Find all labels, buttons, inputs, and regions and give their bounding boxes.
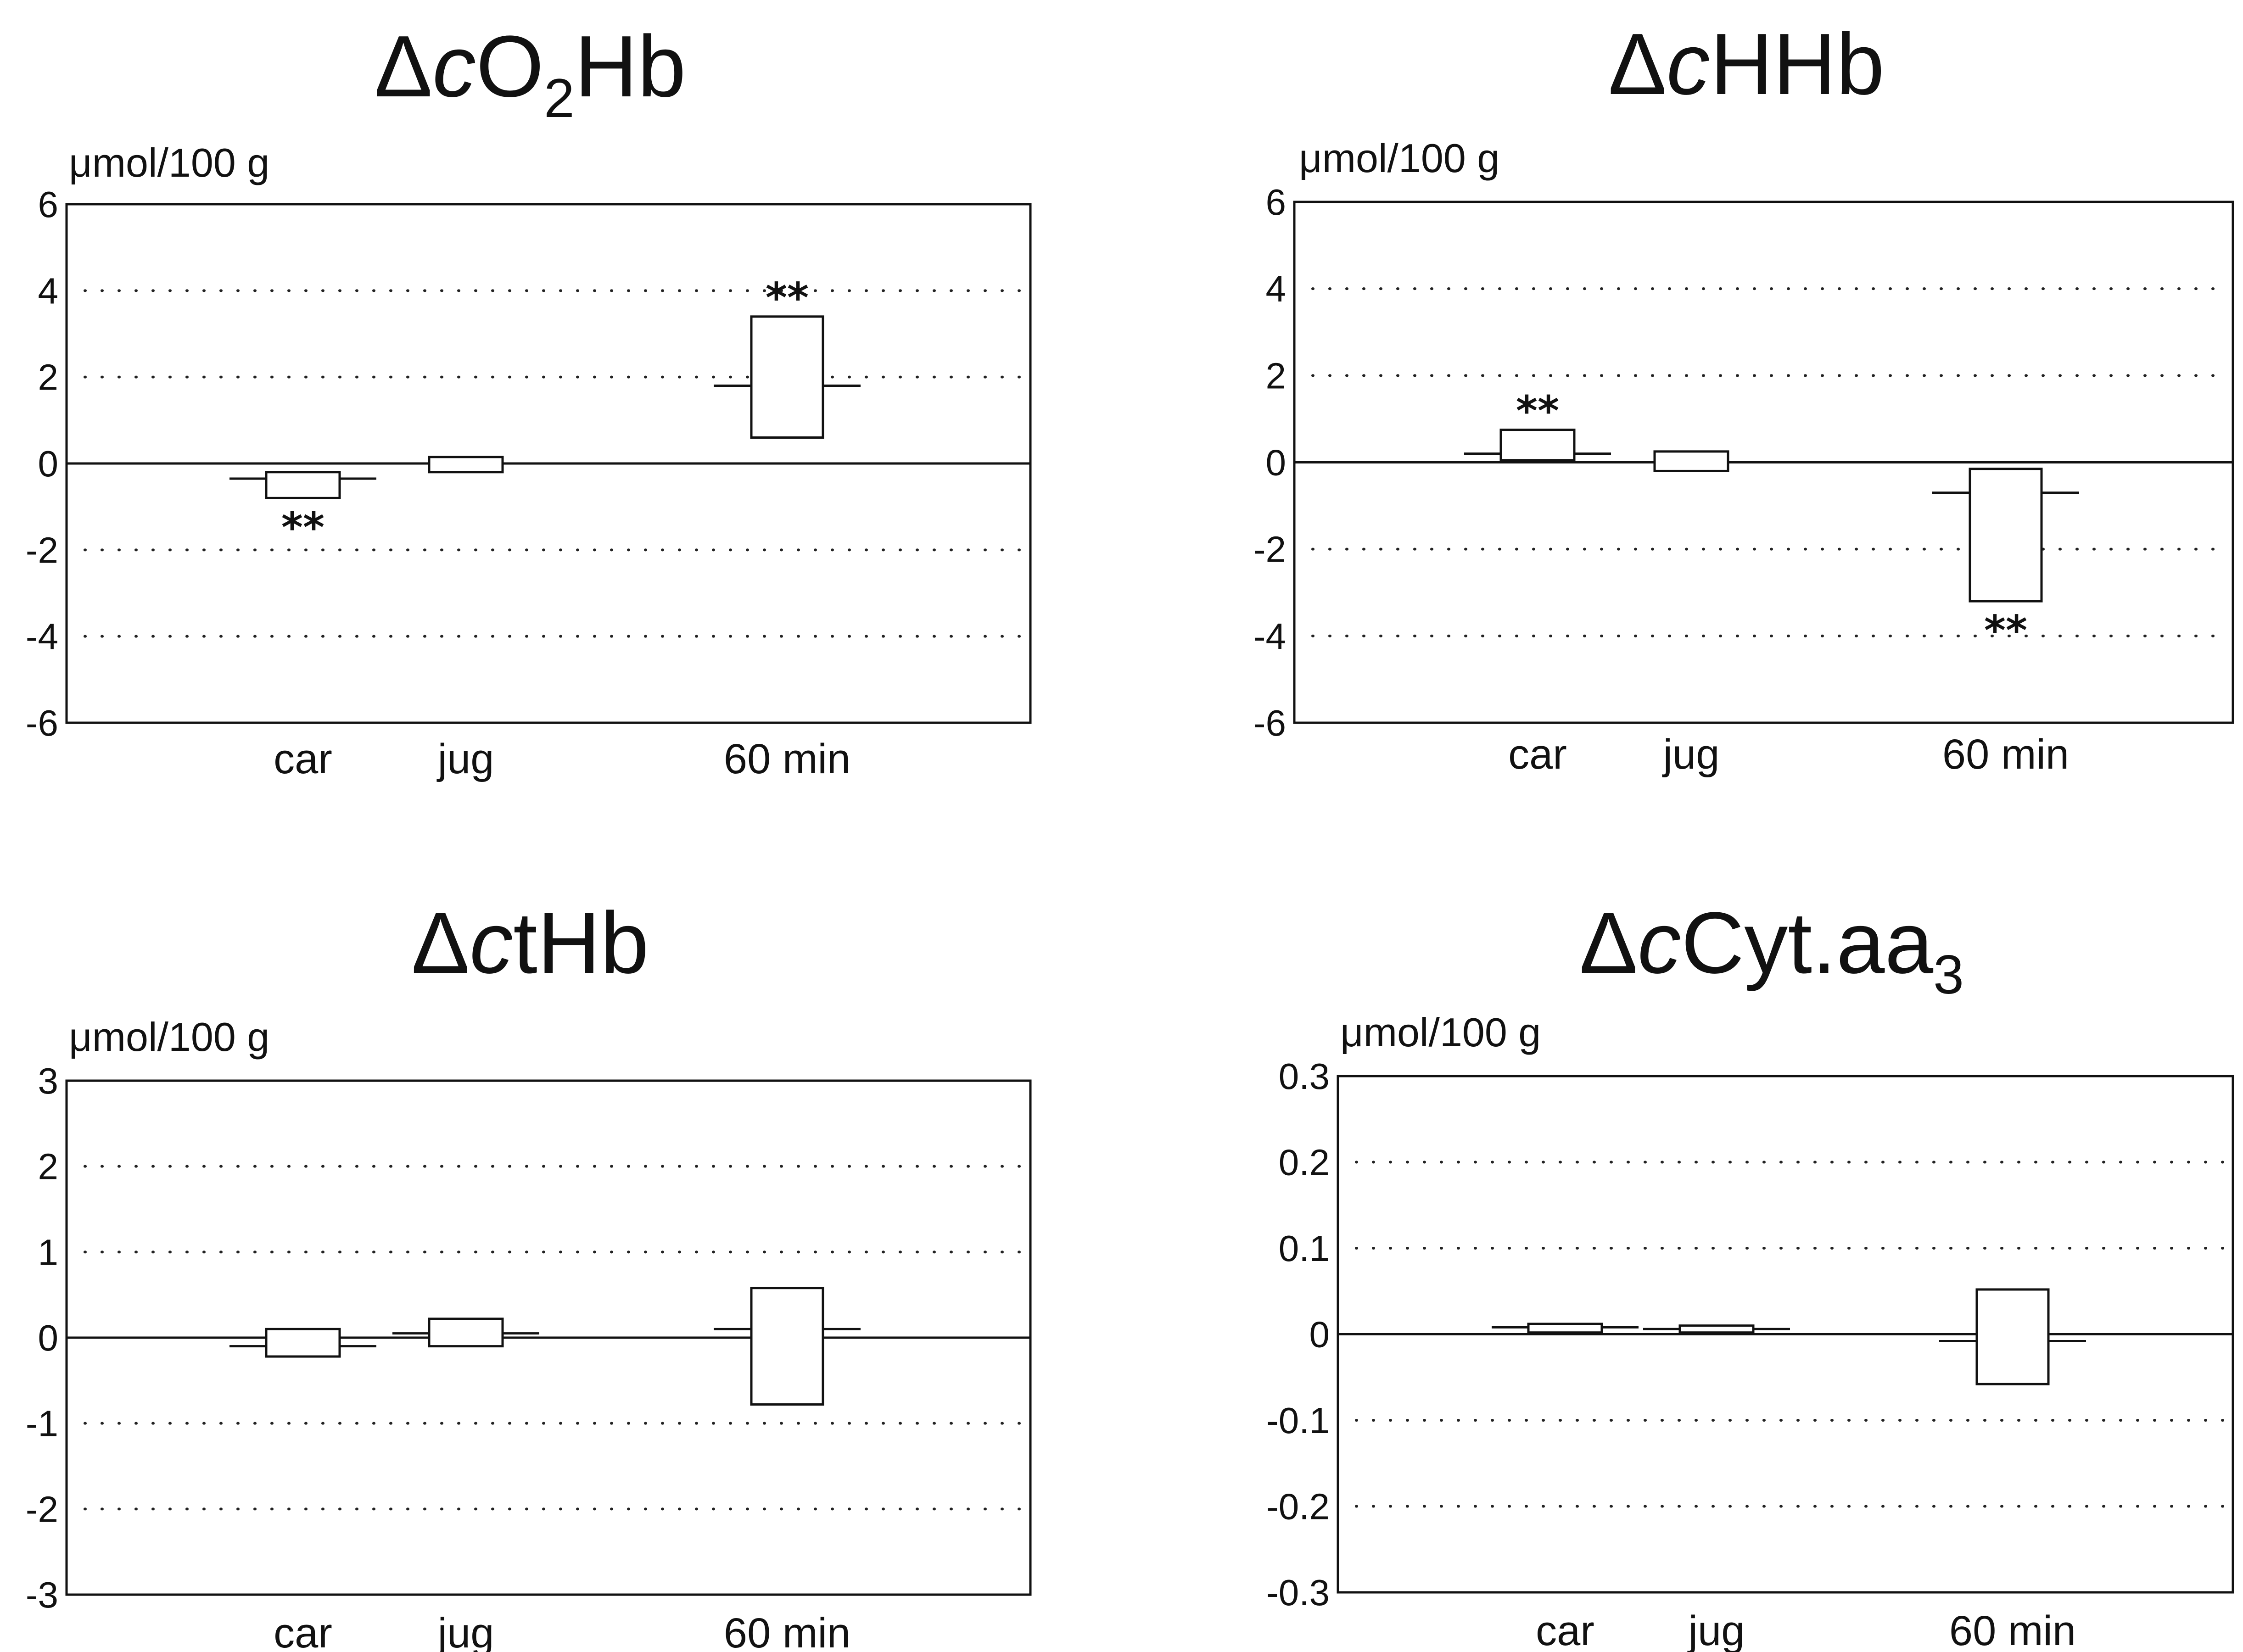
box-jug: [392, 456, 539, 474]
panel-title: ΔcHHb: [1608, 16, 1885, 113]
title-main: Cyt.aa: [1681, 894, 1933, 992]
y-tick-label: -6: [26, 703, 58, 743]
y-tick-label: 2: [38, 357, 59, 398]
box-jug: [392, 1317, 539, 1348]
y-tick-label: -4: [1253, 616, 1286, 657]
y-tick-label: 6: [1266, 182, 1287, 223]
y-axis-unit-label: μmol/100 g: [69, 140, 269, 185]
box-mark: [1678, 1324, 1755, 1334]
box-car: **: [1464, 387, 1611, 462]
x-category-label: jug: [436, 1610, 494, 1652]
box-60-min: [714, 1287, 861, 1406]
x-category-label: jug: [1687, 1607, 1745, 1652]
box-mark: [1969, 468, 2043, 603]
box-mark: [428, 1317, 504, 1348]
y-tick-label: -2: [26, 1489, 58, 1529]
y-tick-label: -1: [26, 1403, 58, 1444]
title-variable: c: [1638, 894, 1681, 992]
title-subscript: 2: [544, 67, 575, 129]
title-subscript: 3: [1933, 944, 1964, 1005]
x-category-label: 60 min: [1949, 1607, 2076, 1652]
y-tick-label: -6: [1253, 703, 1286, 743]
y-tick-label: 0: [38, 443, 59, 484]
title-main: tHb: [513, 894, 649, 992]
x-category-label: 60 min: [1942, 731, 2069, 778]
significance-marker: **: [1984, 607, 2027, 655]
y-tick-label: -2: [1253, 529, 1286, 570]
y-tick-label: 4: [38, 270, 59, 311]
box-mark: [265, 471, 341, 499]
box-car: [229, 1328, 376, 1358]
box-car: **: [229, 471, 376, 552]
title-delta: Δ: [411, 894, 470, 992]
title-delta: Δ: [374, 18, 432, 115]
y-tick-label: 0.2: [1279, 1142, 1330, 1183]
box-mark: [750, 315, 824, 439]
title-main: HHb: [1710, 16, 1885, 113]
box-mark: [1653, 450, 1729, 472]
title-delta: Δ: [1579, 894, 1638, 992]
y-tick-label: 0: [1309, 1314, 1330, 1355]
x-category-label: car: [274, 736, 332, 782]
title-variable: c: [1667, 16, 1710, 113]
y-tick-label: 2: [38, 1146, 59, 1187]
title-variable: c: [432, 18, 476, 115]
y-tick-label: 2: [1266, 355, 1287, 396]
y-tick-label: -0.3: [1266, 1572, 1330, 1613]
box-60-min: **: [714, 274, 861, 439]
y-tick-label: 1: [38, 1232, 59, 1272]
y-tick-label: -3: [26, 1574, 58, 1615]
box-mark: [1975, 1288, 2050, 1385]
chart-panel-3: ΔctHb μmol/100 g3 2 1 0 -1 -2 -3 car jug 60 min: [26, 894, 1032, 1652]
panel-title: ΔcO2Hb: [374, 18, 686, 129]
title-tail: Hb: [575, 18, 686, 115]
y-tick-label: 0.1: [1279, 1228, 1330, 1269]
box-mark: [1499, 429, 1576, 462]
y-tick-label: 0: [38, 1317, 59, 1358]
y-tick-label: 4: [1266, 268, 1287, 309]
box-mark: [750, 1287, 824, 1406]
chart-panel-2: ΔcHHb μmol/100 g 6 4 2 0 -2 -4 -6 car jug 60 min ** *…: [1253, 16, 2234, 778]
significance-marker: **: [766, 274, 809, 322]
box-mark: [265, 1328, 341, 1358]
chart-panel-4: ΔcCyt.aa3 μmol/100 g0.3 0.2 0.1 0 -0.1 -0.2 -0.…: [1266, 894, 2234, 1652]
y-tick-label: 3: [38, 1060, 59, 1101]
y-axis-unit-label: μmol/100 g: [1340, 1010, 1541, 1055]
box-mark: [1527, 1323, 1603, 1334]
x-category-label: car: [1508, 731, 1567, 778]
y-tick-label: -4: [26, 616, 58, 657]
x-category-label: car: [274, 1610, 332, 1652]
box-jug: [1643, 1324, 1790, 1334]
y-axis-unit-label: μmol/100 g: [1299, 135, 1499, 181]
box-car: [1492, 1323, 1639, 1334]
box-60-min: [1939, 1288, 2086, 1385]
box-mark: [428, 456, 504, 474]
y-tick-label: 0.3: [1279, 1056, 1330, 1097]
y-tick-label: -2: [26, 530, 58, 570]
x-category-label: 60 min: [724, 1610, 850, 1652]
title-variable: c: [470, 894, 513, 992]
y-tick-label: 0: [1266, 442, 1287, 483]
y-tick-label: 6: [38, 184, 59, 225]
x-category-label: car: [1536, 1607, 1594, 1652]
y-tick-label: -0.1: [1266, 1400, 1330, 1441]
x-category-label: 60 min: [724, 736, 850, 782]
title-delta: Δ: [1608, 16, 1667, 113]
y-tick-label: -0.2: [1266, 1486, 1330, 1527]
title-main: O: [476, 18, 544, 115]
x-category-label: jug: [436, 736, 494, 782]
significance-marker: **: [281, 503, 324, 552]
significance-marker: **: [1516, 387, 1559, 435]
box-jug: [1618, 450, 1765, 472]
panel-title: ΔcCyt.aa3: [1579, 894, 1964, 1005]
box-60-min: **: [1932, 468, 2079, 655]
x-category-label: jug: [1662, 731, 1720, 778]
y-axis-unit-label: μmol/100 g: [69, 1014, 269, 1060]
panel-title: ΔctHb: [411, 894, 649, 992]
